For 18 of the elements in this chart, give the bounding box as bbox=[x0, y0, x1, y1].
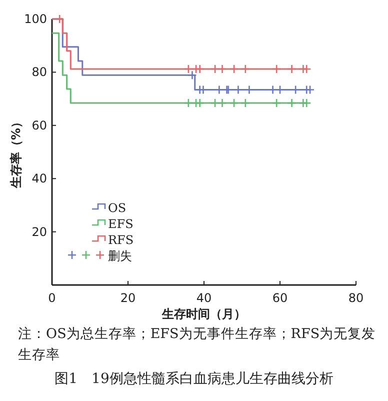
x-tick-label: 80 bbox=[348, 291, 364, 305]
legend-label: EFS bbox=[108, 217, 134, 231]
x-tick-label: 0 bbox=[48, 291, 56, 305]
y-tick-label: 80 bbox=[32, 65, 47, 80]
y-tick-label: 60 bbox=[32, 118, 47, 132]
text: 注：OS为总生存率；EFS为无事件生存率；RFS为无复发生存率 bbox=[18, 325, 377, 365]
y-tick-label: 40 bbox=[32, 172, 47, 186]
y-axis-title: 生存率（%） bbox=[9, 116, 23, 190]
x-tick-label: 40 bbox=[196, 291, 212, 305]
y-tick-label: 20 bbox=[32, 224, 47, 239]
x-axis-title: 生存时间（月） bbox=[161, 307, 246, 321]
legend-label: OS bbox=[108, 201, 126, 215]
text: 图1 19例急性髓系白血病患儿生存曲线分析 bbox=[54, 370, 334, 388]
legend-label: 删失 bbox=[108, 249, 132, 263]
x-tick-label: 20 bbox=[120, 291, 136, 305]
y-tick-label: 100 bbox=[24, 12, 47, 26]
legend-label: RFS bbox=[108, 233, 134, 247]
x-tick-label: 60 bbox=[272, 291, 288, 305]
